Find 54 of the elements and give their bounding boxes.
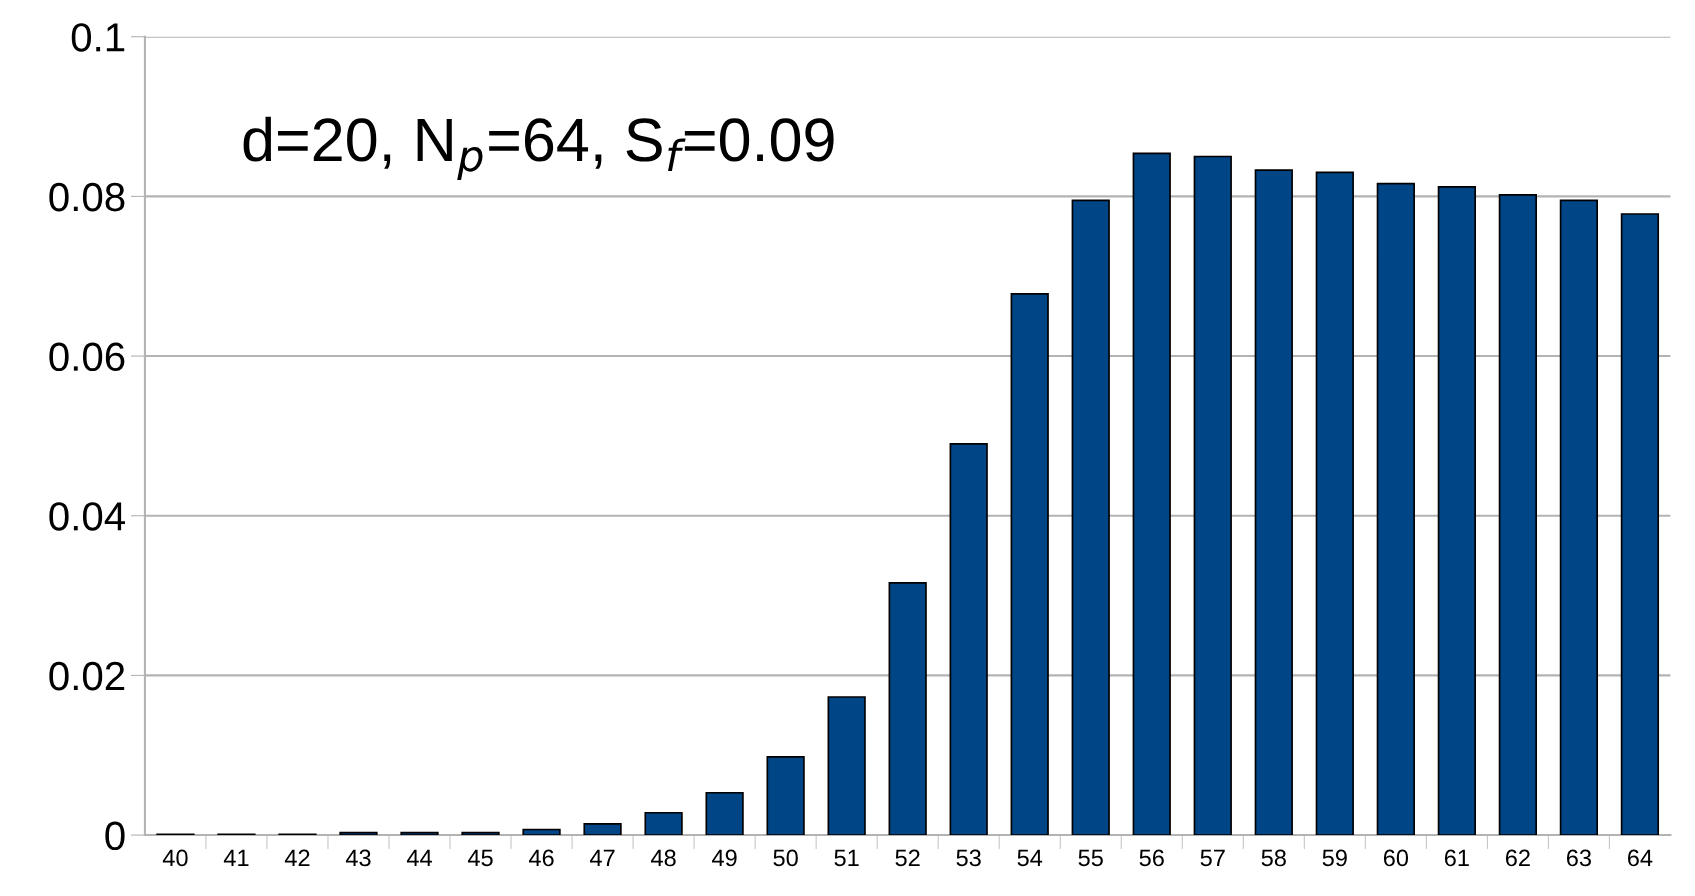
x-tick-label: 48 <box>651 849 676 867</box>
bar <box>1132 152 1171 836</box>
x-tick-label: 50 <box>773 849 798 867</box>
bar <box>1620 213 1660 836</box>
x-tick-label: 40 <box>162 849 188 867</box>
x-tick-label: 59 <box>1322 849 1347 867</box>
bar <box>339 831 378 836</box>
y-tick-label: 0.08 <box>49 182 125 212</box>
x-tick-label: 60 <box>1383 849 1409 867</box>
bar <box>1315 171 1354 836</box>
bar <box>583 823 622 836</box>
bar <box>1437 185 1476 836</box>
bar <box>949 443 988 836</box>
bar <box>522 828 561 836</box>
x-tick-label: 42 <box>284 849 310 867</box>
bar <box>1193 155 1232 836</box>
x-tick-label: 63 <box>1566 849 1591 867</box>
bar <box>1254 169 1293 836</box>
x-tick-label: 43 <box>345 849 371 867</box>
x-tick-label: 52 <box>895 849 920 867</box>
bar <box>1010 292 1049 836</box>
bar <box>1376 182 1415 836</box>
bar <box>400 831 439 836</box>
x-tick-label: 53 <box>956 849 981 867</box>
bar <box>1498 193 1538 836</box>
x-tick-label: 41 <box>223 849 249 867</box>
bar <box>1559 199 1599 836</box>
x-tick-label: 54 <box>1017 849 1043 867</box>
bar <box>827 696 866 836</box>
x-tick-label: 64 <box>1627 849 1653 867</box>
y-tick-label: 0.04 <box>49 502 125 531</box>
x-tick-label: 45 <box>467 849 493 867</box>
x-tick-label: 46 <box>528 849 554 867</box>
x-tick-label: 47 <box>589 849 615 867</box>
x-tick-label: 58 <box>1261 849 1286 867</box>
bar <box>461 831 500 836</box>
y-tick-label: 0.1 <box>71 23 125 52</box>
x-tick-label: 44 <box>406 849 432 867</box>
bar <box>888 581 927 836</box>
x-tick-label: 56 <box>1139 849 1164 867</box>
x-tick-label: 49 <box>712 849 737 867</box>
x-tick-label: 57 <box>1200 849 1225 867</box>
bar <box>766 756 805 836</box>
x-tick-label: 62 <box>1505 849 1530 867</box>
x-tick-label: 55 <box>1078 849 1103 867</box>
y-tick-label: 0.06 <box>49 342 125 372</box>
y-tick-label: 0 <box>105 821 125 851</box>
bar <box>644 811 683 836</box>
bar <box>1071 199 1110 836</box>
x-tick-label: 61 <box>1444 849 1469 867</box>
x-tick-label: 51 <box>834 849 859 867</box>
y-tick-label: 0.02 <box>49 661 125 691</box>
annotation: d=20, N$_{p}$=64, S$_{f}$=0.09 <box>243 116 834 180</box>
bar <box>705 791 744 836</box>
